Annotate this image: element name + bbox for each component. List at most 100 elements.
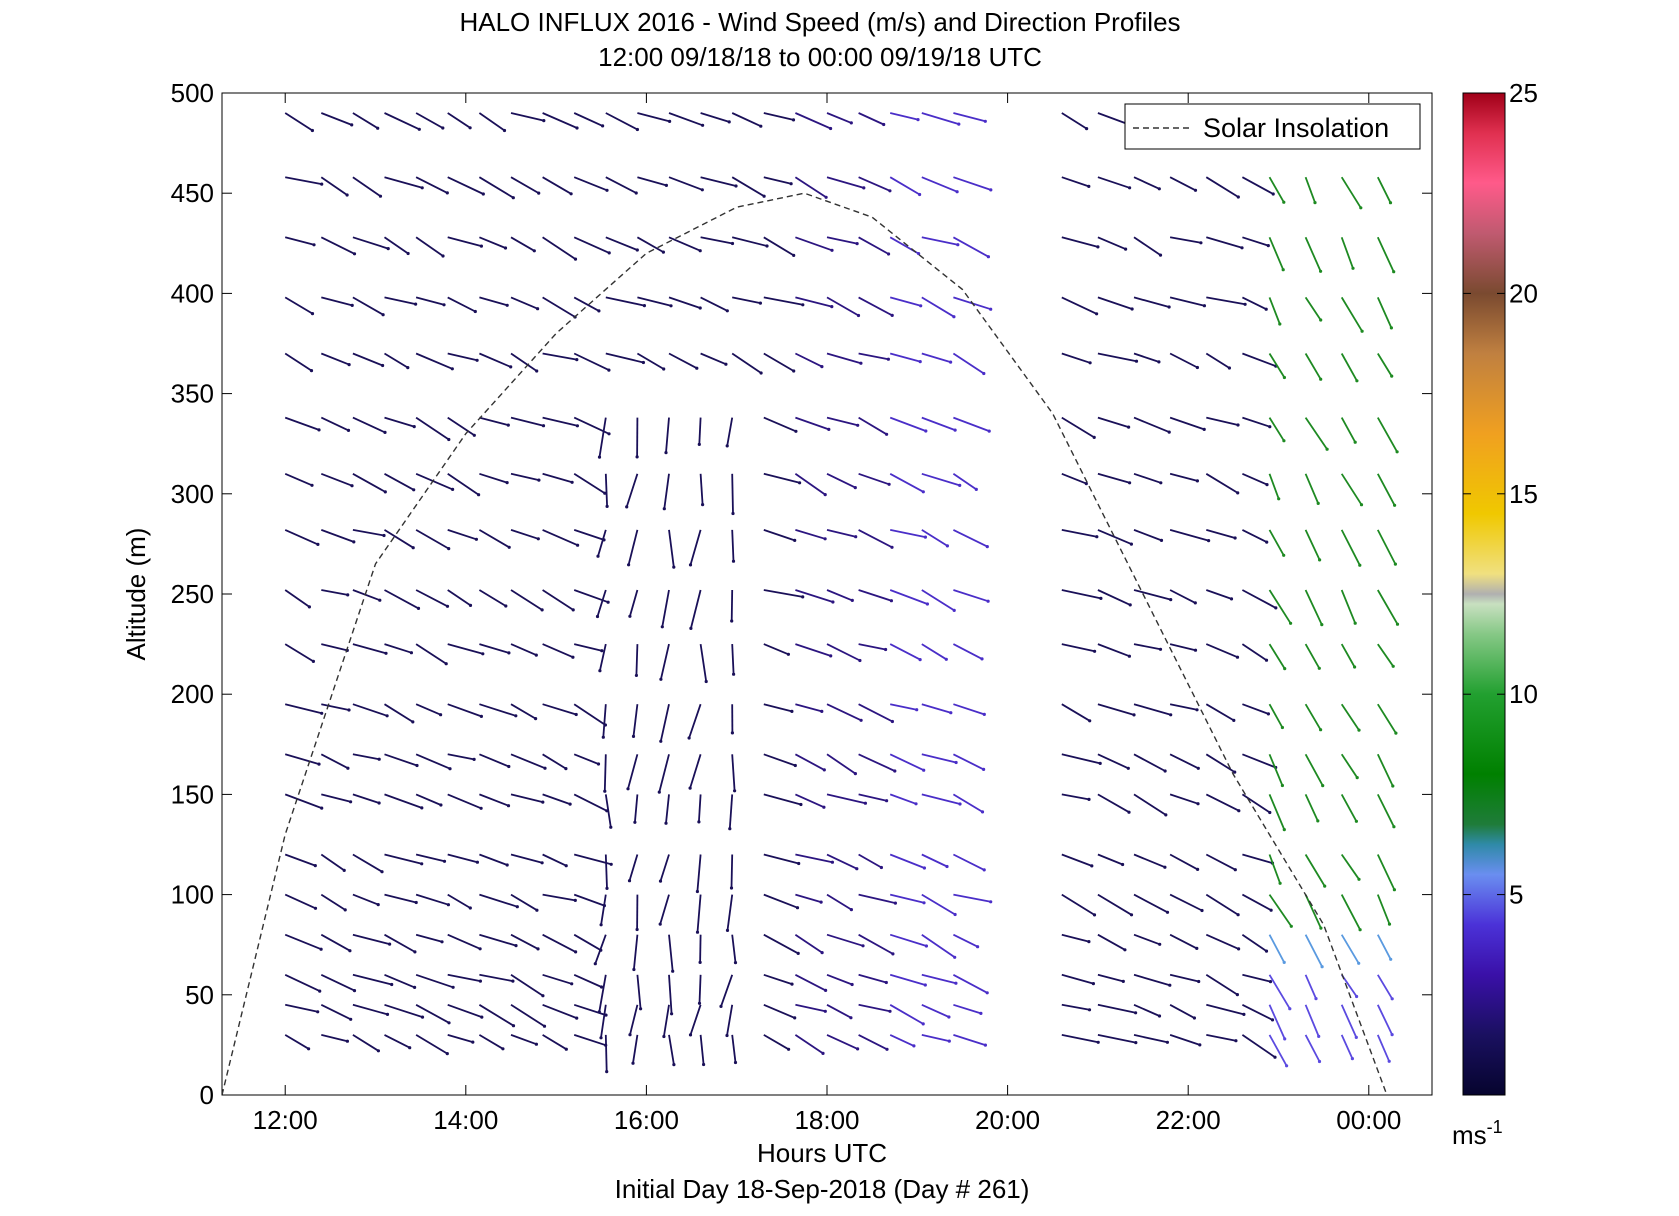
x-tick-label: 00:00 [1336, 1105, 1401, 1135]
wind-arrow-head [509, 365, 513, 369]
wind-arrow-head [540, 608, 544, 612]
wind-arrow-head [1235, 655, 1240, 659]
wind-arrow-head [445, 191, 449, 195]
wind-arrow [637, 296, 672, 307]
wind-arrow [1340, 643, 1356, 668]
wind-arrow-head [450, 367, 454, 371]
wind-arrow-head [574, 712, 578, 717]
wind-arrow [1169, 176, 1196, 192]
wind-arrow-head [762, 194, 766, 198]
wind-arrow-head [1281, 268, 1285, 272]
wind-arrow-head [1354, 819, 1358, 823]
colorbar-unit-base: ms [1452, 1120, 1487, 1150]
wind-arrow-head [1314, 997, 1318, 1001]
wind-arrow [284, 296, 313, 315]
wind-arrow [794, 176, 827, 199]
wind-arrow-head [627, 563, 631, 567]
wind-arrow [890, 529, 926, 538]
wind-arrow [1133, 296, 1170, 308]
wind-arrow-head [343, 908, 347, 912]
wind-arrow [447, 933, 481, 950]
wind-arrow [795, 296, 833, 308]
wind-arrow-head [1129, 542, 1133, 546]
wind-arrow-head [603, 789, 607, 793]
wind-arrow [826, 296, 859, 317]
wind-arrow [415, 352, 453, 370]
wind-arrow-head [607, 432, 611, 436]
wind-arrow [858, 1034, 888, 1051]
wind-arrow [1242, 853, 1273, 864]
wind-arrow [284, 973, 321, 992]
wind-arrow [1097, 472, 1130, 484]
wind-arrow [1097, 296, 1133, 310]
wind-arrow [921, 753, 957, 764]
wind-arrow [1061, 793, 1090, 801]
wind-arrow-head [1391, 664, 1395, 668]
wind-arrow [447, 973, 481, 982]
wind-arrow-head [420, 1015, 425, 1019]
wind-arrow-head [922, 901, 926, 905]
wind-arrow-head [1159, 538, 1164, 543]
wind-arrow-head [1163, 769, 1167, 773]
wind-arrow-head [635, 248, 639, 252]
wind-arrow [1205, 793, 1240, 812]
wind-arrow [479, 643, 510, 654]
wind-arrow-head [1323, 884, 1327, 888]
wind-arrow-head [793, 538, 797, 543]
wind-arrow-head [634, 191, 638, 195]
wind-arrow-head [688, 563, 693, 567]
wind-arrow-head [662, 507, 666, 511]
wind-arrow-head [1387, 1059, 1391, 1063]
wind-arrow [1242, 296, 1267, 311]
wind-arrow-head [1389, 326, 1393, 330]
wind-arrow [700, 236, 733, 245]
wind-arrow [605, 352, 644, 364]
wind-arrow [384, 416, 415, 428]
wind-arrow-head [697, 820, 701, 824]
wind-arrow [542, 933, 577, 953]
wind-arrow [1206, 236, 1243, 249]
wind-arrow-head [954, 981, 958, 985]
wind-arrow-head [414, 900, 418, 905]
wind-arrow-head [347, 708, 351, 712]
wind-arrow-head [657, 790, 661, 794]
wind-arrow [1304, 236, 1322, 272]
wind-arrow [1340, 353, 1358, 382]
wind-arrow-head [635, 455, 639, 459]
solar-insolation-curve [222, 192, 1388, 1095]
wind-arrow [661, 589, 670, 627]
wind-arrow-head [701, 123, 705, 127]
wind-arrow [1169, 793, 1199, 805]
wind-arrow-head [733, 1060, 738, 1065]
wind-arrow-head [986, 599, 990, 603]
wind-arrow [478, 589, 507, 607]
wind-arrow [720, 974, 734, 1007]
wind-arrow [447, 352, 478, 362]
wind-arrow [763, 416, 797, 433]
wind-arrow [542, 416, 578, 427]
wind-arrow [1097, 853, 1123, 866]
wind-arrow [668, 296, 701, 309]
wind-arrow [321, 703, 350, 711]
wind-arrow-head [829, 126, 833, 131]
wind-arrow [633, 934, 639, 970]
wind-arrow [352, 236, 389, 250]
wind-arrow-head [573, 898, 577, 903]
wind-arrow [625, 473, 639, 508]
wind-arrow [478, 112, 506, 132]
wind-arrow [826, 643, 861, 662]
wind-arrow [1241, 1003, 1273, 1021]
wind-arrow-head [954, 760, 958, 765]
wind-arrow-head [790, 709, 794, 714]
wind-arrow [763, 1034, 790, 1051]
wind-arrow [384, 112, 420, 131]
wind-arrow-head [575, 424, 580, 428]
wind-arrow-head [310, 483, 314, 487]
wind-arrow [1304, 1034, 1321, 1062]
wind-arrow-head [317, 428, 321, 432]
wind-arrow-head [441, 254, 445, 258]
wind-arrow [1268, 417, 1285, 442]
wind-arrow [795, 529, 826, 540]
wind-arrow [826, 973, 853, 986]
wind-arrow [1133, 1034, 1168, 1044]
